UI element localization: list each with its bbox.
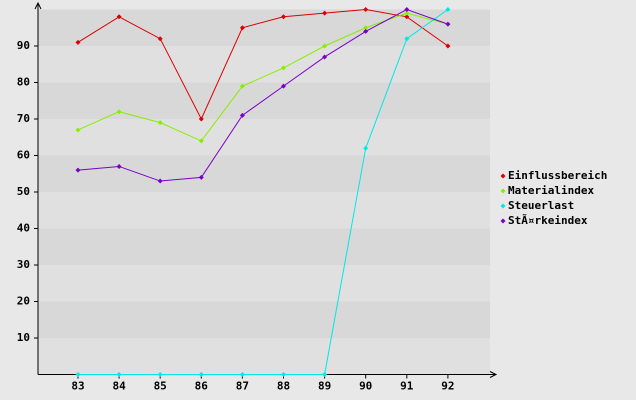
data-point: [322, 10, 328, 16]
grid-band: [38, 301, 490, 338]
data-point: [239, 372, 245, 377]
data-point: [239, 112, 245, 118]
data-point: [239, 25, 245, 31]
legend-marker: [500, 218, 506, 224]
x-tick-label: 87: [236, 380, 249, 393]
legend-marker: [500, 203, 506, 209]
series-line: [78, 9, 449, 375]
data-point: [116, 163, 122, 169]
data-point: [75, 127, 81, 133]
legend-label: Einflussbereich: [508, 169, 607, 182]
y-axis-arrow: [34, 1, 42, 10]
data-point: [404, 36, 410, 42]
data-point: [157, 120, 163, 126]
data-point: [445, 21, 451, 27]
x-tick-label: 89: [318, 380, 331, 393]
series-line: [77, 8, 449, 182]
grid-band: [38, 228, 490, 265]
data-point: [363, 7, 369, 12]
data-point: [157, 36, 163, 42]
series-line: [77, 8, 449, 121]
data-point: [75, 167, 81, 173]
data-point: [239, 83, 245, 89]
data-point: [322, 372, 328, 377]
x-tick-label: 92: [441, 380, 454, 393]
x-tick-label: 85: [154, 380, 167, 393]
data-point: [116, 372, 122, 377]
y-tick-label: 50: [17, 185, 30, 198]
data-point: [75, 39, 81, 45]
data-point: [404, 7, 410, 12]
data-point: [157, 178, 163, 184]
data-point: [363, 145, 369, 151]
data-point: [198, 138, 204, 144]
x-tick-label: 83: [71, 380, 84, 393]
legend-label: Materialindex: [508, 184, 594, 197]
data-point: [404, 10, 410, 16]
data-point: [322, 54, 328, 60]
x-tick-label: 84: [112, 380, 126, 393]
grid-band: [38, 82, 490, 119]
data-point: [322, 43, 328, 49]
data-point: [404, 14, 410, 20]
data-point: [198, 174, 204, 180]
data-point: [198, 372, 204, 377]
y-tick-label: 20: [17, 295, 30, 308]
data-point: [281, 65, 286, 71]
data-point: [445, 7, 451, 12]
data-point: [116, 109, 122, 115]
legend-marker: [500, 173, 506, 179]
grid-band: [38, 155, 490, 192]
y-tick-label: 90: [17, 39, 30, 52]
y-tick-label: 60: [17, 149, 30, 162]
x-tick-label: 88: [277, 380, 290, 393]
x-axis-arrow: [489, 371, 498, 378]
y-tick-label: 80: [17, 76, 30, 89]
data-point: [363, 28, 369, 34]
y-tick-label: 40: [17, 222, 30, 235]
x-tick-label: 90: [359, 380, 372, 393]
y-tick-label: 30: [17, 258, 30, 271]
data-point: [75, 372, 81, 377]
y-tick-label: 70: [17, 112, 30, 125]
data-point: [363, 25, 369, 31]
data-point: [281, 14, 286, 20]
legend-label: StÃ¤rkeindex: [508, 214, 588, 227]
y-tick-label: 10: [17, 331, 30, 344]
data-point: [157, 372, 163, 377]
x-tick-label: 86: [195, 380, 209, 393]
data-point: [281, 83, 286, 89]
data-point: [445, 43, 451, 49]
legend-label: Steuerlast: [508, 199, 574, 212]
data-point: [198, 116, 204, 122]
legend-marker: [500, 188, 506, 194]
data-point: [281, 372, 286, 377]
data-point: [116, 14, 122, 20]
x-tick-label: 91: [400, 380, 414, 393]
